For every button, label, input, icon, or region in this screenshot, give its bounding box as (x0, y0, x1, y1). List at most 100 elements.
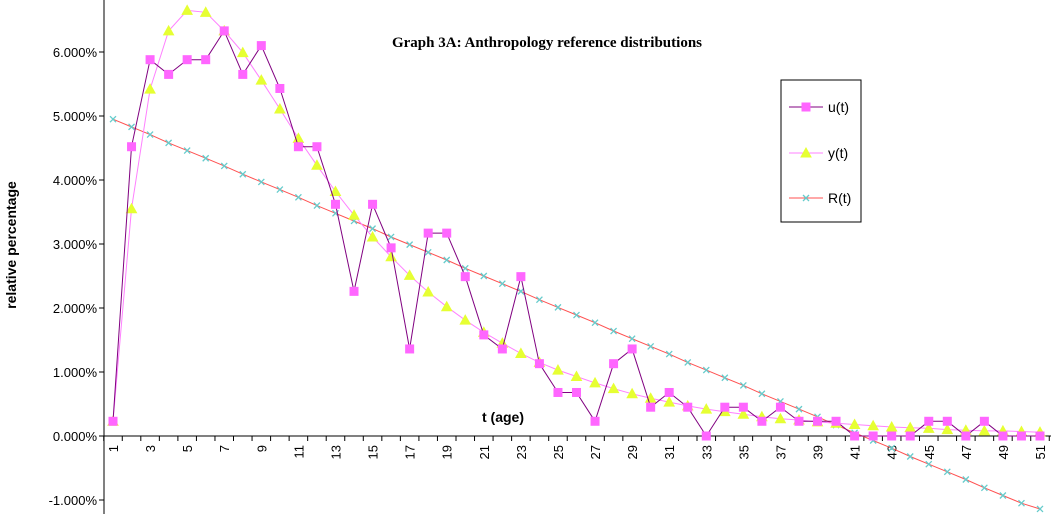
series-ut-point (534, 359, 544, 369)
series-rt-point (517, 287, 525, 295)
series-ut-point (831, 416, 841, 426)
series-yt-point (922, 422, 935, 433)
y-tick-label: 0.000% (53, 429, 98, 444)
series-ut-point (720, 402, 730, 412)
y-axis-title: relative percentage (3, 181, 19, 309)
series-rt-point (443, 256, 451, 264)
axes: -1.000% 0.000% 1.000% 2.000% 3.000% 4.000% 5.0… (49, 0, 1051, 514)
series-ut-point (738, 402, 748, 412)
series-yt-point (941, 423, 954, 435)
series-yt-line (112, 9, 1041, 433)
x-tick-label: 35 (736, 445, 751, 459)
series-ut-point (182, 55, 192, 65)
x-tick-label: 17 (403, 445, 418, 459)
series-ut-point (256, 41, 266, 51)
series-rt-point (165, 139, 173, 147)
series-rt-point (480, 272, 488, 280)
y-tick-label: 6.000% (53, 45, 98, 60)
series-ut-point (627, 344, 637, 354)
series-ut-point (905, 431, 915, 441)
series-ut-point (293, 142, 303, 152)
series-ut-point (701, 431, 711, 441)
series-rt-point (257, 178, 265, 186)
x-tick-label: 11 (291, 445, 306, 459)
series-ut-point (330, 199, 340, 209)
series-yt-point (403, 269, 416, 280)
y-tick-label: 5.000% (53, 109, 98, 124)
series-rt-point (128, 123, 135, 131)
series-yt-point (700, 403, 713, 414)
series-rt-point (684, 358, 692, 366)
series-yt-point (737, 408, 750, 419)
series-rt-point (906, 453, 914, 460)
series-yt-point (552, 364, 564, 375)
series-ut-point (442, 228, 452, 238)
series-ut-point (479, 330, 489, 340)
x-tick-label: 41 (848, 445, 863, 459)
legend: u(t) y(t) R(t) (780, 79, 862, 223)
series-rt-point (1036, 505, 1044, 513)
series-yt-point (663, 396, 676, 407)
series-ut-point (794, 416, 804, 426)
series-yt-point (848, 418, 861, 429)
series-ut-point (887, 431, 897, 441)
y-tick-label: 3.000% (53, 237, 98, 252)
series-yt-point (366, 230, 379, 242)
series-rt-point (591, 319, 599, 327)
series-ut-point (553, 387, 563, 397)
x-tick-label: 45 (922, 445, 937, 459)
x-tick-label: 13 (328, 445, 343, 459)
series-rt-point (369, 225, 377, 233)
series-ut-point (423, 228, 433, 238)
series-yt-point (181, 4, 194, 15)
series-yt-point (144, 83, 156, 94)
series-rt-point (943, 468, 951, 476)
series-ut-point (590, 416, 600, 426)
series-ut-point (368, 199, 378, 209)
series-ut-point (1016, 431, 1026, 441)
series-yt-point (607, 382, 620, 394)
series-ut-point (609, 359, 619, 369)
series-yt-point (422, 285, 435, 297)
legend-label: u(t) (828, 99, 849, 115)
series-yt-point (459, 314, 472, 325)
x-tick-label: 7 (217, 445, 232, 452)
series-ut-point (201, 55, 211, 65)
series-rt-point (535, 296, 543, 304)
series-rt-point (183, 147, 191, 155)
series-ut-point (516, 272, 526, 282)
series-ut-point (405, 344, 415, 354)
series-yt-point (774, 412, 787, 424)
x-tick-label: 25 (551, 445, 566, 459)
series-yt-point (515, 347, 527, 358)
series-yt-point (329, 185, 342, 197)
legend-item-ut: u(t) (789, 99, 849, 115)
series-rt-point (239, 170, 247, 178)
series-ut-point (775, 402, 785, 412)
series-ut-point (646, 402, 656, 412)
series-ut-point (572, 387, 581, 397)
x-tick-label: 5 (180, 445, 195, 452)
series-yt (107, 4, 1046, 437)
series-rt-point (610, 327, 618, 335)
series-ut-point (961, 431, 971, 441)
x-tick-label: 49 (996, 445, 1011, 459)
series-ut-point (275, 83, 285, 93)
series-ut (108, 26, 1045, 441)
x-tick-label: 39 (811, 445, 826, 459)
x-tick-label: 33 (699, 445, 714, 459)
series-rt-point (628, 335, 636, 343)
series-ut-point (1035, 431, 1045, 441)
series-yt-point (867, 419, 879, 431)
series-rt-point (721, 374, 729, 382)
x-tick-label: 51 (1033, 445, 1048, 459)
series-rt-point (202, 154, 210, 162)
legend-swatch-marker (800, 146, 812, 158)
series-rt-point (573, 311, 580, 319)
series-ut-point (127, 142, 137, 152)
x-tick-label: 37 (773, 445, 788, 459)
series-ut-point (664, 387, 674, 397)
series-ut-point (349, 286, 359, 296)
series-yt-point (162, 24, 175, 36)
